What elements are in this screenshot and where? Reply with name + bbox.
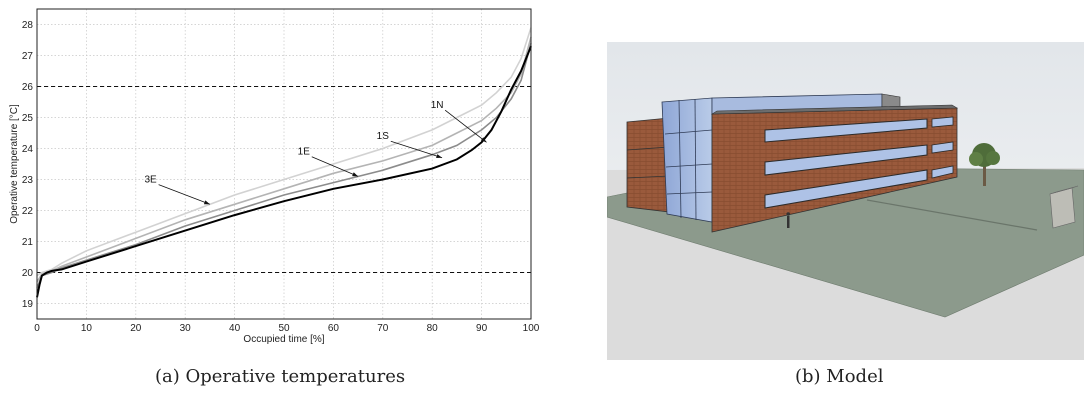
x-tick-label: 60	[328, 323, 340, 334]
x-tick-label: 50	[278, 323, 290, 334]
x-axis-label: Occupied time [%]	[243, 334, 324, 345]
x-tick-label: 40	[229, 323, 241, 334]
y-tick-label: 22	[22, 206, 34, 217]
x-tick-label: 100	[523, 323, 540, 334]
annotation-arrowhead	[480, 137, 487, 143]
series-line-3E	[36, 27, 532, 277]
annotation-arrowhead	[203, 200, 210, 205]
y-tick-label: 23	[22, 175, 34, 186]
tick-labels: 0 10 20 30 40 50 60 70 80 90 100 19 20 21 22 23 24 25 26 27…	[22, 20, 540, 334]
small-utility-box	[1049, 187, 1076, 229]
annotation-layer: 1N 1S 1E 3E	[145, 100, 487, 205]
y-tick-label: 26	[22, 82, 34, 93]
window-band-1	[764, 118, 928, 143]
y-axis-label: Operative temperature [°C]	[9, 104, 20, 224]
x-tick-label: 90	[476, 323, 488, 334]
y-tick-label: 25	[22, 113, 34, 124]
annotation-arrow	[158, 184, 211, 205]
series-line-1E	[36, 36, 532, 283]
caption-a: (a) Operative temperatures	[155, 366, 406, 387]
y-tick-label: 27	[22, 51, 34, 62]
tree-trunk	[983, 160, 986, 186]
x-tick-label: 10	[81, 323, 93, 334]
annotation-label-1N: 1N	[431, 100, 444, 111]
reference-lines	[37, 86, 531, 273]
building-model-render	[607, 42, 1084, 360]
annotation-arrow	[444, 109, 487, 143]
x-tick-label: 30	[180, 323, 192, 334]
annotation-label-1E: 1E	[298, 147, 311, 158]
annotation-arrow	[311, 156, 359, 177]
annotation-label-3E: 3E	[145, 175, 158, 186]
window-band-3	[764, 169, 928, 209]
y-tick-label: 28	[22, 20, 34, 31]
x-tick-label: 80	[427, 323, 439, 334]
series-layer	[36, 27, 532, 298]
y-tick-label: 24	[22, 144, 34, 155]
annotation-arrowhead	[436, 154, 443, 159]
plot-frame	[36, 8, 532, 320]
human-figure	[787, 216, 790, 228]
series-line-1N	[36, 45, 532, 298]
y-tick-label: 21	[22, 237, 34, 248]
operative-temperature-chart: 1N 1S 1E 3E 0 10 20 30 40 50 60 70 80 90 100 19 20 21 22 2…	[9, 8, 540, 345]
glass-tower	[661, 97, 713, 223]
x-tick-label: 70	[377, 323, 389, 334]
annotation-arrowhead	[352, 172, 359, 177]
y-tick-label: 20	[22, 268, 34, 279]
x-tick-label: 0	[34, 323, 40, 334]
x-tick-label: 20	[130, 323, 142, 334]
path-line	[866, 199, 1038, 231]
y-tick-label: 19	[22, 299, 34, 310]
annotation-label-1S: 1S	[377, 131, 390, 142]
window-band-2	[764, 144, 928, 176]
annotation-arrow	[390, 140, 443, 159]
caption-b: (b) Model	[795, 366, 884, 387]
